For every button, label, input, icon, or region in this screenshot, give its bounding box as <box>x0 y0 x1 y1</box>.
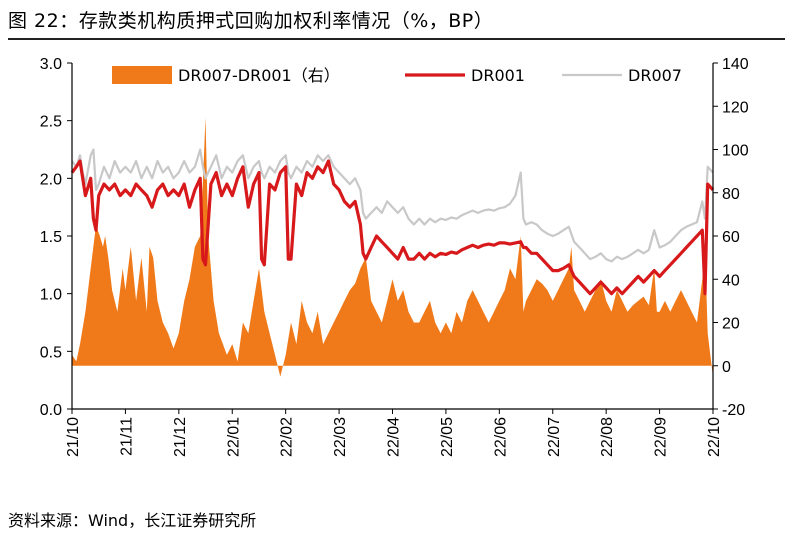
left-tick-label: 1.0 <box>40 287 62 304</box>
left-tick-label: 1.5 <box>40 229 62 246</box>
right-tick-label: 20 <box>722 316 740 333</box>
x-tick-label: 22/03 <box>332 417 349 457</box>
left-tick-label: 0.0 <box>40 402 62 419</box>
right-tick-label: 100 <box>722 143 749 160</box>
x-tick-label: 21/12 <box>172 417 189 457</box>
x-tick-label: 22/10 <box>706 417 723 457</box>
x-tick-label: 22/07 <box>546 417 563 457</box>
right-tick-label: 0 <box>722 359 731 376</box>
chart-title: 图 22：存款类机构质押式回购加权利率情况（%，BP） <box>8 10 494 32</box>
right-tick-label: -20 <box>722 402 745 419</box>
left-tick-label: 2.0 <box>40 171 62 188</box>
legend-spread-label: DR007-DR001（右） <box>178 66 340 85</box>
title-divider <box>8 38 785 40</box>
x-tick-label: 22/02 <box>279 417 296 457</box>
right-tick-label: 40 <box>722 272 740 289</box>
right-tick-label: 140 <box>722 56 749 73</box>
right-tick-label: 120 <box>722 99 749 116</box>
x-tick-label: 22/05 <box>439 417 456 457</box>
left-tick-label: 2.5 <box>40 114 62 131</box>
x-tick-label: 22/09 <box>653 417 670 457</box>
x-tick-label: 22/06 <box>492 417 509 457</box>
legend-dr001-label: DR001 <box>471 66 525 85</box>
legend: DR007-DR001（右） DR001 DR007 <box>112 66 682 85</box>
legend-dr007-label: DR007 <box>628 66 682 85</box>
left-tick-label: 3.0 <box>40 56 62 73</box>
right-tick-label: 80 <box>722 186 740 203</box>
spread-area-layer <box>72 117 713 377</box>
x-tick-label: 21/11 <box>118 417 135 456</box>
spread-area <box>72 117 713 377</box>
x-tick-label: 22/08 <box>599 417 616 457</box>
dr001-line <box>70 159 715 296</box>
axes: 0.0 0.5 1.0 1.5 2.0 2.5 3.0 -20 0 20 40 60 80 100 120 1… <box>40 56 749 457</box>
source-note: 资料来源：Wind，长江证券研究所 <box>8 511 257 530</box>
x-tick-label: 21/10 <box>65 417 82 457</box>
left-tick-label: 0.5 <box>40 344 62 361</box>
right-tick-label: 60 <box>722 229 740 246</box>
rate-lines-layer <box>70 148 715 296</box>
dr007-line <box>71 148 714 263</box>
x-tick-label: 22/04 <box>386 417 403 457</box>
legend-spread-swatch <box>112 66 172 84</box>
x-tick-label: 22/01 <box>225 417 242 457</box>
